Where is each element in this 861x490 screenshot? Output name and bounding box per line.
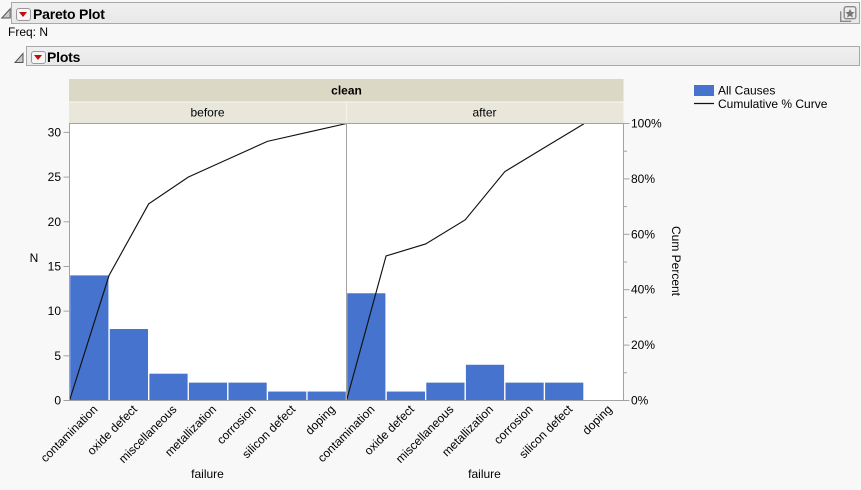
- svg-text:5: 5: [54, 349, 61, 363]
- svg-text:failure: failure: [191, 467, 224, 481]
- svg-text:Cum Percent: Cum Percent: [669, 226, 683, 297]
- svg-text:15: 15: [48, 260, 62, 274]
- svg-text:60%: 60%: [631, 227, 655, 241]
- svg-text:20%: 20%: [631, 338, 655, 352]
- svg-text:failure: failure: [468, 467, 501, 481]
- svg-text:clean: clean: [331, 84, 362, 98]
- svg-text:25: 25: [48, 170, 62, 184]
- svg-text:20: 20: [48, 215, 62, 229]
- svg-text:40%: 40%: [631, 283, 655, 297]
- svg-text:after: after: [472, 106, 496, 120]
- svg-text:100%: 100%: [631, 117, 662, 131]
- svg-text:Cumulative % Curve: Cumulative % Curve: [718, 97, 828, 111]
- svg-text:0: 0: [54, 394, 61, 408]
- svg-text:10: 10: [48, 304, 62, 318]
- svg-text:before: before: [190, 106, 224, 120]
- svg-text:30: 30: [48, 125, 62, 139]
- svg-text:All Causes: All Causes: [718, 84, 775, 98]
- svg-text:80%: 80%: [631, 172, 655, 186]
- svg-text:0%: 0%: [631, 394, 649, 408]
- svg-text:doping: doping: [579, 402, 614, 437]
- svg-text:doping: doping: [302, 402, 337, 437]
- svg-text:N: N: [30, 251, 39, 265]
